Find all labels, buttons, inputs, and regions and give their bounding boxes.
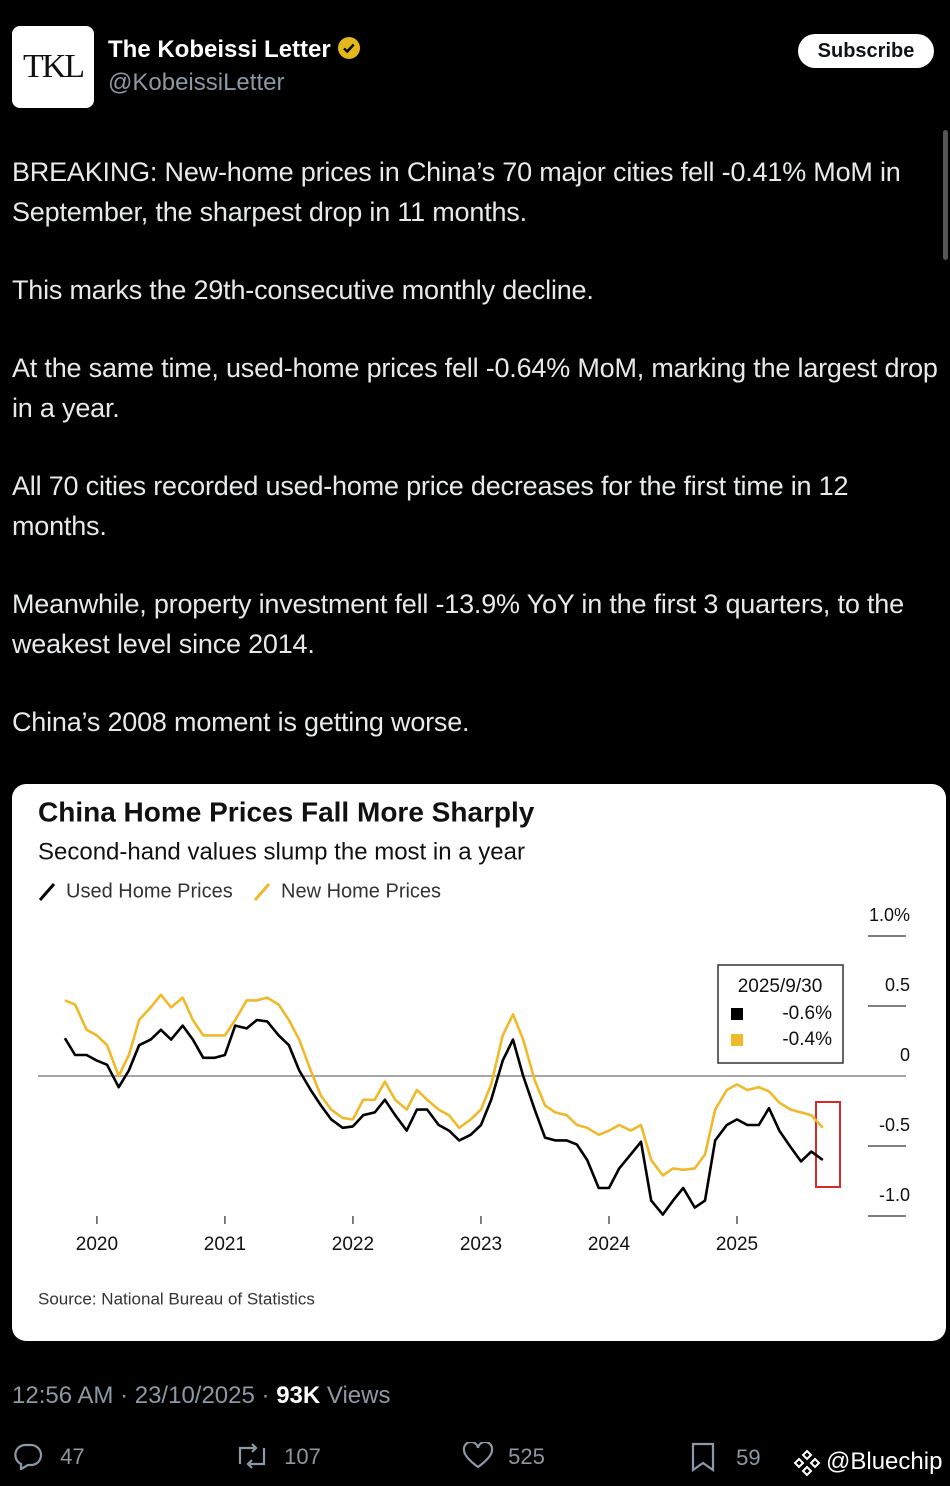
paragraph: BREAKING: New-home prices in China’s 70 … [12,157,901,227]
bookmark-count: 59 [736,1445,761,1470]
chart-source: Source: National Bureau of Statistics [38,1289,315,1308]
x-tick-label: 2021 [204,1234,246,1255]
verified-badge [338,37,361,59]
bookmark-button[interactable]: 59 [690,1442,761,1473]
series-line [64,993,824,1177]
y-tick-label: 0 [900,1045,910,1065]
y-tick-label: -0.5 [879,1115,910,1135]
annotation-date: 2025/9/30 [738,976,823,997]
reply-button[interactable]: 47 [12,1442,85,1471]
repost-icon [238,1443,266,1469]
legend-label: New Home Prices [281,880,441,902]
x-tick-label: 2020 [76,1234,118,1255]
like-icon [462,1440,494,1469]
x-tick-label: 2023 [460,1234,502,1255]
name-text[interactable]: The Kobeissi Letter [108,36,331,63]
annotation-swatch [731,1034,743,1046]
legend-swatch [38,883,56,901]
paragraph: At the same time, used-home prices fell … [12,353,938,423]
repost-count: 107 [284,1444,321,1469]
avatar[interactable]: TKL [12,26,94,108]
paragraph: China’s 2008 moment is getting worse. [12,707,470,737]
like-button[interactable]: 525 [462,1440,545,1470]
author-handle[interactable]: @KobeissiLetter [108,69,285,96]
chart-card[interactable]: China Home Prices Fall More Sharply Seco… [12,784,946,1341]
annotation-value: -0.6% [782,1003,832,1024]
legend-swatch [253,883,271,901]
chart: China Home Prices Fall More Sharply Seco… [38,796,910,1308]
annotation-swatch [731,1008,743,1020]
author-name[interactable]: The Kobeissi Letter [108,36,361,64]
chart-title: China Home Prices Fall More Sharply [38,796,535,827]
x-tick-label: 2025 [716,1234,758,1255]
paragraph: This marks the 29th-consecutive monthly … [12,275,594,305]
logo-icon [793,1449,821,1477]
x-tick-label: 2022 [332,1234,374,1255]
tweet-text: BREAKING: New-home prices in China’s 70 … [12,152,947,780]
x-tick-label: 2024 [588,1234,631,1255]
reply-count: 47 [60,1444,85,1469]
annotation-value: -0.4% [782,1029,832,1050]
like-count: 525 [508,1444,545,1469]
views-count: 93K [276,1382,321,1409]
tweet-meta: 12:56 AM · 23/10/2025 · 93K Views [12,1382,390,1410]
watermark-logo [792,1448,822,1483]
paragraph: Meanwhile, property investment fell -13.… [12,589,904,659]
views-word: Views [326,1382,391,1409]
watermark: @Bluechip [826,1448,943,1475]
paragraph: All 70 cities recorded used-home price d… [12,471,849,541]
legend-label: Used Home Prices [66,880,233,902]
bookmark-icon [691,1442,715,1473]
subscribe-button[interactable]: Subscribe [798,34,934,68]
timestamp: 12:56 AM · 23/10/2025 · [12,1382,270,1409]
scrollbar [943,130,948,260]
y-tick-label: -1.0 [879,1185,910,1205]
chart-subtitle: Second-hand values slump the most in a y… [38,838,525,865]
reply-icon [14,1443,43,1471]
series-line [63,1018,824,1216]
repost-button[interactable]: 107 [234,1442,321,1470]
highlight-box [815,1101,841,1188]
y-tick-label: 1.0% [869,905,910,925]
y-tick-label: 0.5 [885,975,910,995]
